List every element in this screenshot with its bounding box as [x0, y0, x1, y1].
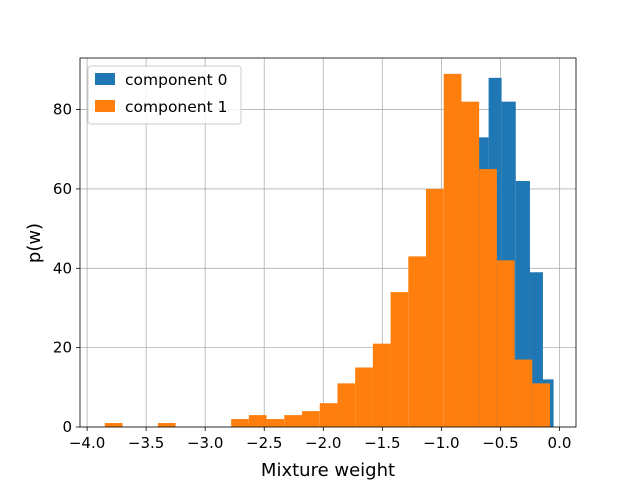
y-tick-label: 60 [53, 180, 72, 198]
histogram-bar-component-1 [514, 359, 533, 427]
histogram-bar-component-1 [104, 423, 123, 427]
histogram-bar-component-1 [532, 383, 551, 427]
legend-label-component-0: component 0 [125, 71, 227, 89]
y-tick-label: 40 [53, 259, 72, 277]
histogram-bar-component-1 [461, 101, 480, 427]
histogram-bar-component-1 [284, 415, 303, 427]
plot-frame [79, 57, 577, 428]
legend: component 0 component 1 [87, 65, 242, 125]
x-tick-label: −0.5 [482, 434, 518, 452]
y-axis-label: p(w) [24, 223, 45, 263]
histogram-bar-component-1 [408, 256, 427, 427]
histogram-bars [104, 73, 554, 427]
x-tick-label: 0.0 [548, 434, 572, 452]
histogram-bar-component-1 [302, 411, 320, 427]
y-tick-label: 0 [62, 418, 72, 436]
histogram-bar-component-1 [319, 403, 338, 427]
histogram-bar-component-1 [479, 169, 497, 427]
histogram-bar-component-1 [337, 383, 356, 427]
y-tick-label: 20 [53, 339, 72, 357]
histogram-bar-component-1 [231, 419, 249, 427]
histogram-bar-component-1 [248, 415, 267, 427]
x-tick-label: −3.0 [187, 434, 223, 452]
x-tick-label: −4.0 [69, 434, 105, 452]
histogram-bar-component-1 [443, 73, 462, 427]
x-tick-label: −1.0 [423, 434, 459, 452]
histogram-bar-component-1 [390, 292, 409, 427]
histogram-bar-component-1 [157, 423, 176, 427]
histogram-bar-component-1 [355, 367, 373, 427]
legend-frame [87, 65, 242, 125]
legend-swatch-component-1 [95, 100, 115, 112]
histogram-bar-component-1 [496, 260, 515, 427]
x-tick-label: −2.0 [305, 434, 341, 452]
legend-label-component-1: component 1 [125, 98, 227, 116]
legend-swatch-component-0 [95, 73, 115, 85]
histogram-bar-component-1 [426, 188, 444, 427]
x-tick-label: −1.5 [364, 434, 400, 452]
axis-ticks: −4.0 −3.5 −3.0 −2.5 −2.0 −1.5 −1.0 −0.5 0.0 0 20 40… [53, 101, 571, 452]
x-tick-label: −2.5 [246, 434, 282, 452]
x-tick-label: −3.5 [128, 434, 164, 452]
histogram-bar-component-1 [372, 343, 391, 427]
x-axis-label: Mixture weight [261, 460, 395, 480]
y-tick-label: 80 [53, 101, 72, 119]
histogram-bar-component-1 [266, 419, 285, 427]
